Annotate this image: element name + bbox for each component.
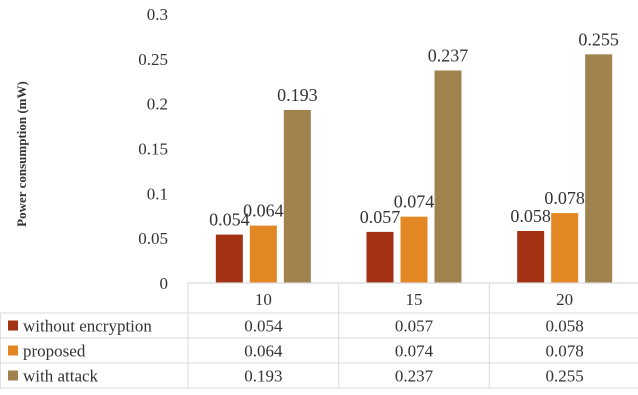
bar [434,70,462,284]
bar [551,213,579,283]
table-cell: 0.054 [244,317,283,336]
legend-entry: with attack [23,367,99,386]
bar [585,54,613,283]
data-label: 0.193 [277,85,318,105]
table-cell: 0.058 [546,317,584,336]
data-label: 0.057 [360,207,401,227]
bar-series [215,54,613,284]
y-axis-title: Power consumption (mW) [14,81,29,227]
y-tick-label: 0.2 [147,95,168,114]
table-cell: 0.074 [395,342,434,361]
table-cell: 0.237 [395,367,434,386]
legend-swatch [8,320,18,331]
y-tick-label: 0.25 [138,50,168,69]
data-label: 0.058 [510,206,551,226]
x-category-label: 15 [406,290,423,309]
table-cell: 0.057 [395,317,434,336]
data-table: 10 15 20 without encryption 0.054 0.057 0.058 p… [0,282,638,389]
bar [517,230,545,283]
data-label: 0.078 [544,188,585,208]
y-tick-labels: 0 0.05 0.1 0.15 0.2 0.25 0.3 [138,5,168,293]
legend-swatch [8,345,18,356]
x-category-label: 10 [255,290,272,309]
x-category-label: 20 [556,290,573,309]
data-label: 0.237 [428,45,469,65]
table-cell: 0.064 [244,342,283,361]
y-tick-label: 0.05 [138,229,168,248]
bar [400,216,428,283]
legend-entry: proposed [23,342,86,361]
data-label: 0.064 [243,201,284,221]
table-cell: 0.193 [244,367,282,386]
y-tick-label: 0.1 [147,184,168,203]
data-label: 0.054 [209,210,250,230]
data-label: 0.074 [394,192,435,212]
y-tick-label: 0.15 [138,140,168,159]
legend-entry: without encryption [23,317,152,336]
bar [283,109,311,284]
bar [366,231,394,283]
y-tick-label: 0.3 [147,5,168,24]
table-cell: 0.255 [546,367,584,386]
bar [215,234,243,283]
table-cell: 0.078 [546,342,584,361]
data-label: 0.255 [578,29,619,49]
y-tick-label: 0 [160,274,169,293]
legend-swatch [8,370,18,381]
bar [249,225,277,283]
